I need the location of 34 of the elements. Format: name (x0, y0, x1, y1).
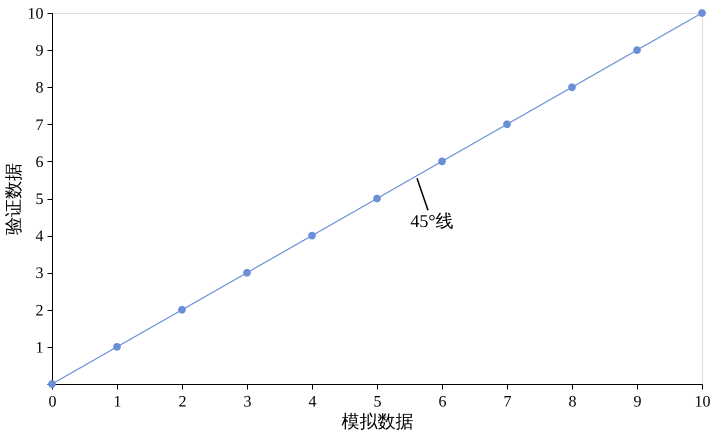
point (698, 9, 706, 17)
x-tick-label: 10 (694, 394, 710, 410)
x-axis-title: 模拟数据 (342, 412, 414, 432)
point (568, 83, 576, 92)
point (438, 158, 446, 166)
y-tick-label: 4 (36, 228, 44, 246)
x-tick-label: 4 (308, 394, 316, 410)
x-tick-label: 5 (374, 394, 382, 410)
y-tick-label: 6 (36, 154, 44, 171)
y-tick-label: 7 (36, 116, 44, 134)
y-tick-label: 3 (36, 265, 44, 282)
x-tick-label: 9 (634, 394, 642, 410)
point (503, 120, 511, 128)
x-tick-label: 7 (504, 394, 512, 410)
annotation: 45°线 (410, 211, 454, 232)
y-tick-label: 9 (36, 42, 44, 60)
y-tick-label: 8 (36, 80, 44, 97)
x-tick-label: 1 (114, 394, 122, 410)
point (113, 343, 121, 351)
x-tick-label: 8 (568, 394, 576, 410)
y-axis-title: 验证数据 (4, 163, 24, 235)
y-tick-label: 5 (36, 191, 44, 208)
point (373, 194, 381, 202)
x-tick-label: 2 (178, 394, 186, 410)
y-tick-label: 10 (28, 6, 44, 22)
point (308, 232, 316, 240)
x-tick-label: 3 (244, 394, 252, 410)
point (633, 46, 641, 54)
x-tick-label: 0 (48, 394, 56, 410)
y-tick-label: 2 (36, 302, 44, 320)
point (178, 306, 186, 314)
y-tick-label: 1 (36, 339, 44, 356)
point (243, 268, 251, 277)
x-tick-label: 6 (438, 394, 446, 410)
